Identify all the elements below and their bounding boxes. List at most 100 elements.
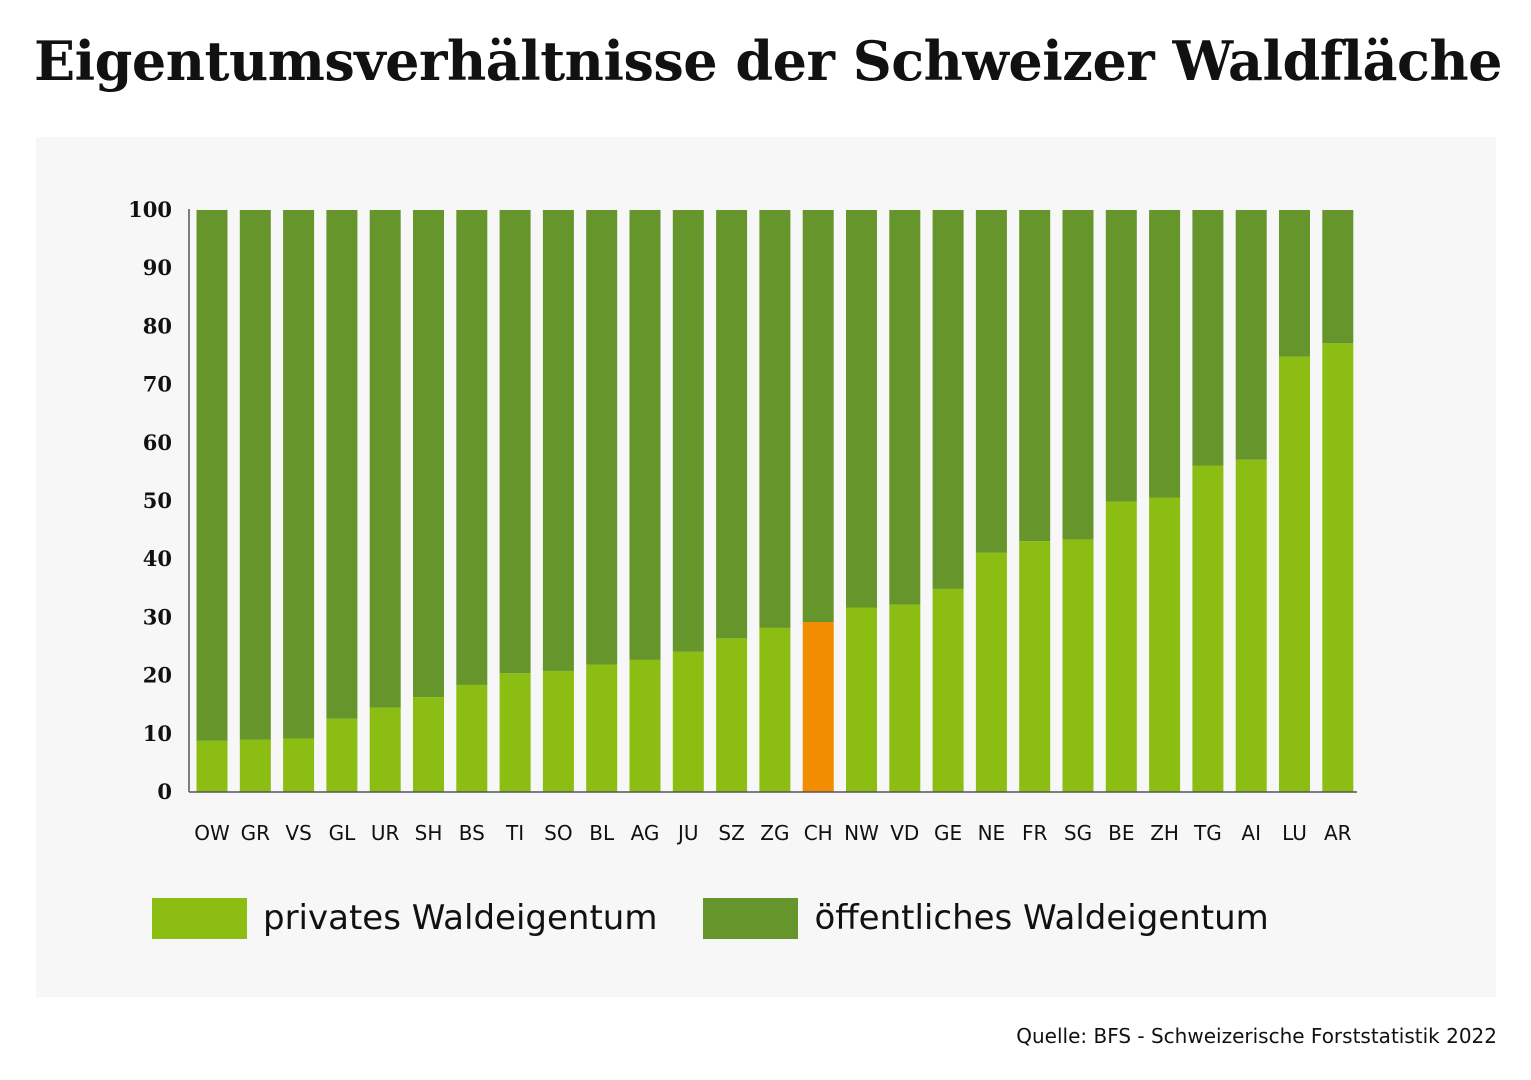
bar-public-sh	[413, 210, 444, 698]
bar-private-be	[1105, 501, 1137, 792]
x-tick-label: AI	[1241, 821, 1261, 845]
bar-private-ag	[629, 659, 661, 792]
bar-public-vs	[283, 210, 315, 739]
bar-public-sz	[716, 210, 748, 639]
bar-public-so	[542, 210, 574, 671]
bar-public-bl	[586, 210, 618, 665]
bar-private-sh	[413, 697, 444, 792]
bar-public-nw	[846, 210, 877, 608]
bar-public-ur	[369, 210, 401, 708]
legend-label-private: privates Waldeigentum	[263, 898, 658, 938]
x-tick-label: ZH	[1150, 821, 1179, 845]
x-tick-label: BS	[459, 821, 485, 845]
bar-private-ne	[975, 552, 1007, 792]
bar-private-ar	[1322, 343, 1354, 792]
x-tick-label: NE	[978, 821, 1006, 845]
bar-private-ur	[369, 707, 401, 792]
bar-public-fr	[1019, 210, 1051, 542]
x-tick-label: SZ	[718, 821, 744, 845]
bar-public-be	[1105, 210, 1137, 502]
x-tick-label: GE	[934, 821, 962, 845]
x-tick-label: SH	[415, 821, 443, 845]
y-tick-label: 40	[143, 546, 172, 571]
x-tick-label: TI	[505, 821, 524, 845]
legend-swatch-public	[703, 897, 799, 939]
bar-public-ag	[629, 210, 661, 660]
legend-label-public: öffentliches Waldeigentum	[814, 898, 1269, 938]
y-tick-label: 20	[143, 663, 172, 688]
legend-swatch-private	[152, 897, 247, 939]
bar-public-ti	[499, 210, 531, 674]
bar-private-vs	[283, 738, 315, 792]
bar-public-ch	[802, 210, 834, 623]
bar-private-bs	[456, 684, 488, 792]
bar-private-ti	[499, 673, 531, 792]
x-tick-label: FR	[1022, 821, 1048, 845]
x-tick-label: GL	[329, 821, 356, 845]
bar-private-tg	[1192, 465, 1224, 792]
y-tick-label: 60	[143, 430, 172, 455]
bar-public-ne	[975, 210, 1007, 553]
x-tick-label: BL	[589, 821, 615, 845]
bar-private-nw	[846, 607, 877, 792]
bar-private-lu	[1279, 356, 1310, 792]
x-tick-label: CH	[804, 821, 833, 845]
x-tick-label: VD	[890, 821, 919, 845]
bar-private-vd	[889, 604, 921, 792]
bar-public-gr	[239, 210, 271, 740]
bar-private-zg	[759, 627, 791, 792]
bar-private-gl	[326, 718, 358, 792]
legend-item-public: öffentliches Waldeigentum	[703, 897, 1269, 939]
bar-public-vd	[889, 210, 921, 605]
y-tick-label: 50	[143, 488, 172, 513]
x-tick-label: OW	[194, 821, 230, 845]
x-tick-label: JU	[676, 821, 699, 845]
y-tick-label: 90	[143, 255, 172, 280]
y-tick-label: 0	[157, 779, 172, 804]
bar-public-zg	[759, 210, 791, 628]
bar-public-ai	[1235, 210, 1267, 460]
bar-private-gr	[239, 739, 271, 792]
x-tick-label: TG	[1193, 821, 1222, 845]
bar-public-ge	[932, 210, 964, 589]
y-tick-label: 70	[143, 372, 172, 397]
x-tick-label: GR	[241, 821, 270, 845]
bar-public-tg	[1192, 210, 1224, 466]
bar-private-sg	[1062, 539, 1094, 792]
bar-private-bl	[586, 664, 618, 792]
x-tick-label: SG	[1064, 821, 1092, 845]
bar-public-lu	[1279, 210, 1310, 357]
bar-public-sg	[1062, 210, 1094, 540]
bar-private-sz	[716, 638, 748, 792]
bar-private-ge	[932, 588, 964, 792]
x-tick-label: UR	[371, 821, 400, 845]
source-note: Quelle: BFS - Schweizerische Forststatis…	[1016, 1024, 1497, 1048]
bar-public-gl	[326, 210, 358, 719]
x-tick-label: VS	[285, 821, 311, 845]
bar-public-zh	[1149, 210, 1181, 498]
bar-public-bs	[456, 210, 488, 685]
x-tick-label: AG	[631, 821, 660, 845]
bar-private-fr	[1019, 541, 1051, 792]
x-tick-label: AR	[1324, 821, 1352, 845]
legend: privates Waldeigentum öffentliches Walde…	[152, 894, 1315, 942]
bar-private-zh	[1149, 497, 1181, 792]
x-tick-label: BE	[1108, 821, 1134, 845]
bar-private-ow	[196, 740, 228, 792]
y-tick-label: 80	[143, 313, 172, 338]
stacked-bar-chart: 0 10 20 30 40 50 60 70 80 90 100 OW GR VS GL UR SH BS TI SO…	[128, 197, 1357, 845]
bar-public-ju	[672, 210, 704, 652]
legend-item-private: privates Waldeigentum	[152, 897, 658, 939]
bar-private-so	[542, 670, 574, 792]
x-tick-label: NW	[844, 821, 879, 845]
x-tick-label: SO	[544, 821, 572, 845]
bar-public-ow	[196, 210, 228, 741]
bar-public-ar	[1322, 210, 1354, 344]
bar-private-ai	[1235, 459, 1267, 792]
x-tick-label: LU	[1282, 821, 1307, 845]
y-tick-label: 100	[128, 197, 172, 222]
chart-title: Eigentumsverhältnisse der Schweizer Wald…	[34, 29, 1503, 93]
x-tick-label: ZG	[760, 821, 789, 845]
y-tick-label: 10	[143, 721, 172, 746]
chart-panel: 0 10 20 30 40 50 60 70 80 90 100 OW GR VS GL UR SH BS TI SO…	[36, 137, 1496, 997]
